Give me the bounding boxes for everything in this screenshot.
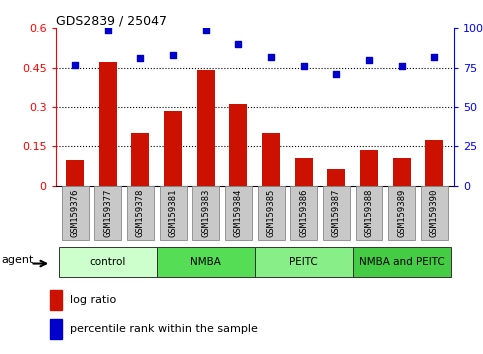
Point <box>235 41 242 47</box>
Point <box>104 27 112 33</box>
Text: GSM159386: GSM159386 <box>299 189 308 238</box>
Bar <box>99 62 117 186</box>
Text: agent: agent <box>1 255 33 266</box>
FancyBboxPatch shape <box>192 187 219 240</box>
Bar <box>262 133 280 186</box>
FancyBboxPatch shape <box>225 187 252 240</box>
FancyBboxPatch shape <box>290 187 317 240</box>
Bar <box>50 319 62 339</box>
Bar <box>393 158 411 186</box>
Text: GSM159389: GSM159389 <box>397 189 406 238</box>
Text: GSM159390: GSM159390 <box>430 189 439 238</box>
Point <box>267 54 275 59</box>
Bar <box>295 158 313 186</box>
FancyBboxPatch shape <box>62 187 88 240</box>
Text: log ratio: log ratio <box>71 295 116 305</box>
Bar <box>66 160 84 186</box>
Point <box>71 62 79 67</box>
Text: GSM159377: GSM159377 <box>103 189 113 238</box>
FancyBboxPatch shape <box>258 187 284 240</box>
Bar <box>164 111 182 186</box>
FancyBboxPatch shape <box>157 247 255 277</box>
Point <box>365 57 373 63</box>
Text: GSM159378: GSM159378 <box>136 189 145 238</box>
Text: GSM159388: GSM159388 <box>365 189 373 238</box>
Bar <box>327 169 345 186</box>
Bar <box>229 104 247 186</box>
Bar <box>197 70 215 186</box>
Point <box>333 71 341 77</box>
Point <box>169 52 177 58</box>
Text: GSM159387: GSM159387 <box>332 189 341 238</box>
Text: NMBA and PEITC: NMBA and PEITC <box>359 257 445 267</box>
Text: PEITC: PEITC <box>289 257 318 267</box>
FancyBboxPatch shape <box>94 187 121 240</box>
FancyBboxPatch shape <box>255 247 353 277</box>
FancyBboxPatch shape <box>355 187 383 240</box>
Text: GSM159385: GSM159385 <box>267 189 276 238</box>
Point <box>137 56 144 61</box>
FancyBboxPatch shape <box>388 187 415 240</box>
Text: GSM159376: GSM159376 <box>71 189 80 238</box>
Point <box>202 27 210 33</box>
Bar <box>360 150 378 186</box>
FancyBboxPatch shape <box>421 187 448 240</box>
Bar <box>131 133 149 186</box>
Text: GDS2839 / 25047: GDS2839 / 25047 <box>56 14 167 27</box>
Point <box>398 63 406 69</box>
Bar <box>50 290 62 310</box>
Text: GSM159381: GSM159381 <box>169 189 178 238</box>
FancyBboxPatch shape <box>353 247 451 277</box>
Text: GSM159384: GSM159384 <box>234 189 243 238</box>
FancyBboxPatch shape <box>323 187 350 240</box>
Point <box>300 63 308 69</box>
FancyBboxPatch shape <box>59 247 157 277</box>
Text: GSM159383: GSM159383 <box>201 189 210 238</box>
Point <box>430 54 438 59</box>
FancyBboxPatch shape <box>127 187 154 240</box>
Bar <box>426 140 443 186</box>
FancyBboxPatch shape <box>160 187 186 240</box>
Text: percentile rank within the sample: percentile rank within the sample <box>71 324 258 334</box>
Text: control: control <box>90 257 126 267</box>
Text: NMBA: NMBA <box>190 257 221 267</box>
